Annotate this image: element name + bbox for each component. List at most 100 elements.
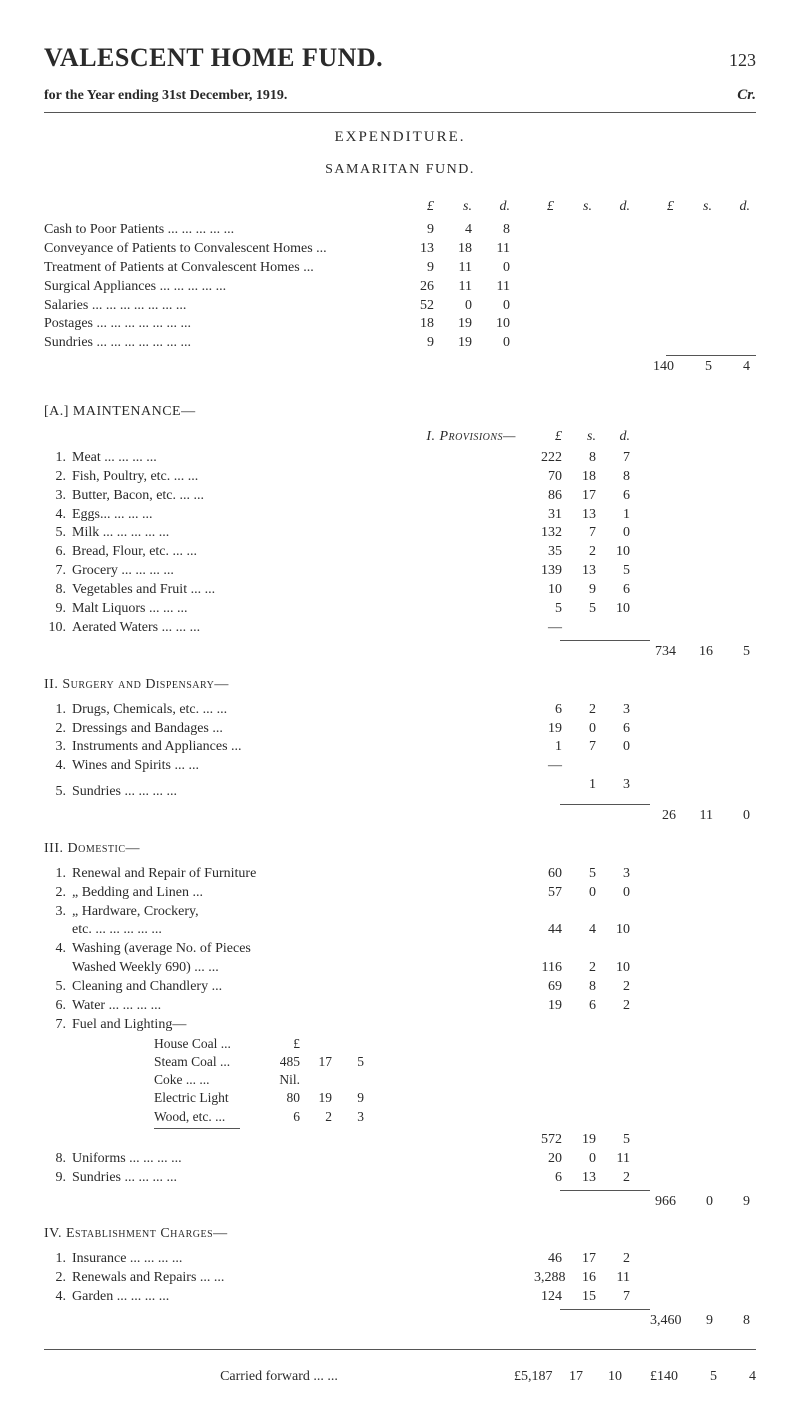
row-label: Dressings and Bandages ... xyxy=(72,720,534,739)
row-number: 5. xyxy=(44,783,66,802)
table-row: 2.Renewals and Repairs ... ...3,2881611 xyxy=(44,1269,756,1288)
table-row: 8.Uniforms ... ... ... ...20011 xyxy=(44,1150,756,1169)
table-row: 4.Wines and Spirits ... ...— xyxy=(44,757,756,776)
row-label: Cash to Poor Patients ... ... ... ... ..… xyxy=(44,221,396,240)
row-label: „ Hardware, Crockery, xyxy=(72,903,534,922)
row-label: Aerated Waters ... ... ... xyxy=(72,619,534,638)
table-row: 1.Drugs, Chemicals, etc. ... ...623 xyxy=(44,701,756,720)
row-label: Cleaning and Chandlery ... xyxy=(72,978,534,997)
carried-label: Carried forward ... ... xyxy=(44,1368,514,1387)
table-row: 9.Sundries ... ... ... ...6132 xyxy=(44,1169,756,1188)
carried-right-l: £140 xyxy=(648,1368,678,1387)
col-head-l: £ xyxy=(650,198,674,217)
table-row: 5.Cleaning and Chandlery ...6982 xyxy=(44,978,756,997)
row-number: 6. xyxy=(44,543,66,562)
col-head-s: s. xyxy=(568,198,592,217)
establishment-rows: 1.Insurance ... ... ... ...461722.Renewa… xyxy=(44,1250,756,1307)
table-row: 9.Malt Liquors ... ... ...5510 xyxy=(44,600,756,619)
row-label: Sundries ... ... ... ... xyxy=(72,1169,534,1188)
table-row: 1.Insurance ... ... ... ...46172 xyxy=(44,1250,756,1269)
subtotal-d: 5 xyxy=(724,643,750,662)
table-row: 6.Bread, Flour, etc. ... ...35210 xyxy=(44,543,756,562)
cr-label: Cr. xyxy=(737,85,756,105)
table-row: Salaries ... ... ... ... ... ... ...5200 xyxy=(44,297,756,316)
row-label: etc. ... ... ... ... ... xyxy=(72,921,534,940)
subtotal-s: 9 xyxy=(687,1312,713,1331)
value-d: 5 xyxy=(602,1131,630,1150)
divider xyxy=(44,112,756,113)
row-label: Electric Light xyxy=(154,1089,274,1107)
samaritan-subtotal-row: 140 5 4 xyxy=(44,358,756,377)
row-label: Meat ... ... ... ... xyxy=(72,449,534,468)
samaritan-fund-rows: Cash to Poor Patients ... ... ... ... ..… xyxy=(44,221,756,353)
row-number: 1. xyxy=(44,865,66,884)
col-head-d: d. xyxy=(602,428,630,447)
row-number: 6. xyxy=(44,997,66,1016)
row-number: 3. xyxy=(44,738,66,757)
row-number: 2. xyxy=(44,1269,66,1288)
carried-left-d: 10 xyxy=(592,1368,622,1387)
col-head-s: s. xyxy=(568,428,596,447)
surgery-rows: 1.Drugs, Chemicals, etc. ... ...6232.Dre… xyxy=(44,701,756,802)
row-number: 1. xyxy=(44,701,66,720)
domestic-rows-a: 1.Renewal and Repair of Furniture60532. … xyxy=(44,865,756,1035)
subtotal-l: 3,460 xyxy=(650,1312,676,1331)
row-number: 5. xyxy=(44,524,66,543)
page-subtitle: for the Year ending 31st December, 1919. xyxy=(44,87,287,106)
fuel-carry-row: 572 19 5 xyxy=(44,1131,756,1150)
domestic-subtotal-row: 966 0 9 xyxy=(44,1193,756,1212)
rule-short xyxy=(154,1128,240,1129)
col-head-l: £ xyxy=(534,428,562,447)
provisions-title: I. Provisions— xyxy=(426,428,516,447)
page-title: VALESCENT HOME FUND. xyxy=(44,40,383,75)
page-number: 123 xyxy=(729,48,756,72)
row-number: 4. xyxy=(44,757,66,776)
row-label: Bread, Flour, etc. ... ... xyxy=(72,543,534,562)
row-label: Washed Weekly 690) ... ... xyxy=(72,959,534,978)
surgery-title: II. Surgery and Dispensary— xyxy=(44,676,756,695)
row-label: House Coal ... xyxy=(154,1035,274,1053)
table-row: 5.Sundries ... ... ... ...13 xyxy=(44,776,756,802)
row-label: „ Bedding and Linen ... xyxy=(72,884,534,903)
row-number: 7. xyxy=(44,1016,66,1035)
table-row: 2.Fish, Poultry, etc. ... ...70188 xyxy=(44,468,756,487)
surgery-subtotal-row: 26 11 0 xyxy=(44,807,756,826)
row-label: Water ... ... ... ... xyxy=(72,997,534,1016)
table-row: etc. ... ... ... ... ...44410 xyxy=(44,921,756,940)
table-row: Coke ... ...Nil. xyxy=(154,1071,756,1089)
row-label: Malt Liquors ... ... ... xyxy=(72,600,534,619)
table-row: 7.Fuel and Lighting— xyxy=(44,1016,756,1035)
subtotal-d: 4 xyxy=(726,358,750,377)
row-label: Garden ... ... ... ... xyxy=(72,1288,534,1307)
row-number: 7. xyxy=(44,562,66,581)
row-label: Wood, etc. ... xyxy=(154,1108,274,1126)
value-s: 19 xyxy=(568,1131,596,1150)
subtotal-d: 8 xyxy=(724,1312,750,1331)
subtotal-s: 5 xyxy=(688,358,712,377)
row-number: 9. xyxy=(44,600,66,619)
row-label: Sundries ... ... ... ... ... ... ... xyxy=(44,334,396,353)
col-head-d: d. xyxy=(486,198,510,217)
table-row: Electric Light80199 xyxy=(154,1089,756,1107)
rule-short xyxy=(560,640,650,641)
row-label: Drugs, Chemicals, etc. ... ... xyxy=(72,701,534,720)
maintenance-heading: [A.] MAINTENANCE— xyxy=(44,403,756,422)
rule-short xyxy=(560,1190,650,1191)
rule-short xyxy=(560,1309,650,1310)
table-row: 6.Water ... ... ... ...1962 xyxy=(44,997,756,1016)
table-row: Wood, etc. ...623 xyxy=(154,1108,756,1126)
row-number: 10. xyxy=(44,619,66,638)
subtotal-s: 0 xyxy=(687,1193,713,1212)
table-row: Cash to Poor Patients ... ... ... ... ..… xyxy=(44,221,756,240)
subtotal-s: 16 xyxy=(687,643,713,662)
table-row: 1.Meat ... ... ... ...22287 xyxy=(44,449,756,468)
col-head-s: s. xyxy=(448,198,472,217)
table-row: Steam Coal ...485175 xyxy=(154,1053,756,1071)
col-head-l: £ xyxy=(410,198,434,217)
table-row: 8.Vegetables and Fruit ... ...1096 xyxy=(44,581,756,600)
row-label: Treatment of Patients at Convalescent Ho… xyxy=(44,259,396,278)
row-label: Washing (average No. of Pieces xyxy=(72,940,534,959)
carried-left-l: £5,187 xyxy=(514,1368,544,1387)
establishment-title: IV. Establishment Charges— xyxy=(44,1225,756,1244)
table-row: Treatment of Patients at Convalescent Ho… xyxy=(44,259,756,278)
